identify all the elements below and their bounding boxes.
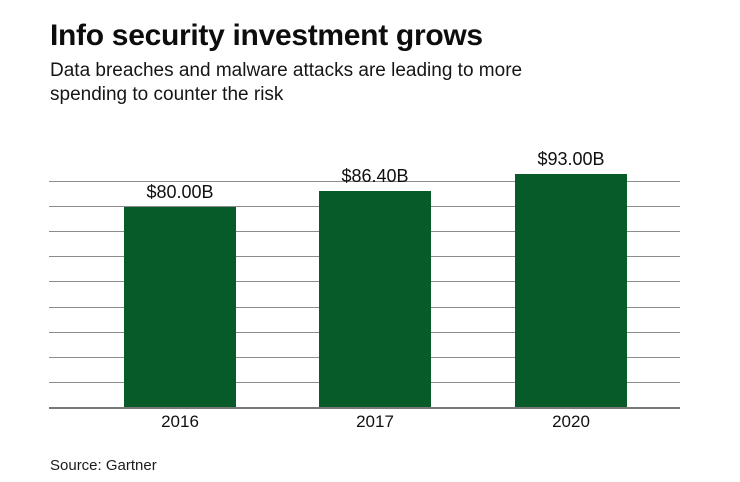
value-label-2020: $93.00B: [537, 149, 605, 170]
gridline: [49, 181, 680, 182]
value-label-2016: $80.00B: [146, 182, 214, 203]
chart-subtitle-line-1: Data breaches and malware attacks are le…: [50, 60, 523, 81]
chart-subtitle: Data breaches and malware attacks are le…: [50, 59, 522, 107]
value-label-2017: $86.40B: [341, 166, 409, 187]
source-note: Source: Gartner: [50, 457, 157, 474]
chart-subtitle-line-2: spending to counter the risk: [50, 84, 284, 105]
x-tick-label-2016: 2016: [161, 412, 199, 431]
x-axis-line: [49, 407, 680, 409]
chart-title: Info security investment grows: [50, 19, 483, 52]
bar-chart-plot-area: $80.00B $86.40B $93.00B: [49, 149, 680, 409]
x-tick-label-2020: 2020: [552, 412, 590, 431]
bar-2020: [515, 174, 627, 408]
x-axis: 2016 2017 2020: [49, 412, 680, 434]
bar-2017: [319, 191, 431, 408]
bar-2016: [124, 207, 236, 408]
x-tick-label-2017: 2017: [356, 412, 394, 431]
